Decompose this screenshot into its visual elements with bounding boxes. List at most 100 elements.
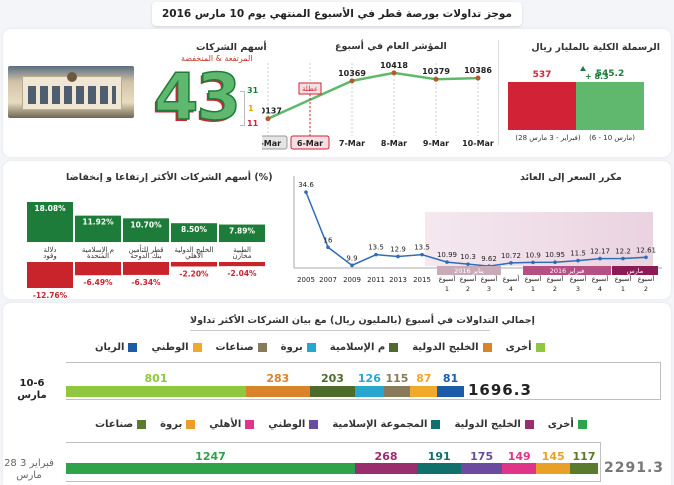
pe-week-number: 2	[466, 285, 470, 293]
index-day-label: 7-Mar	[339, 139, 365, 148]
legend-item: الخليج الدولية	[454, 419, 534, 430]
loser-name: الأهلي	[185, 251, 203, 260]
volume-value: 87	[416, 372, 432, 385]
gainer-name: الخليج الدولية	[175, 246, 214, 254]
legend-label: بروة	[160, 419, 183, 430]
stocks-down: 11	[247, 119, 259, 128]
legend-swatch	[257, 343, 267, 352]
volume-value: 191	[427, 450, 451, 463]
exchange-building-photo	[8, 66, 134, 118]
pe-value-label: 12.9	[390, 245, 406, 253]
pe-x-label: 2007	[319, 276, 337, 284]
loser-bar	[171, 262, 217, 267]
week2-bar	[66, 463, 598, 474]
volume-segment	[417, 463, 462, 474]
legend-swatch	[245, 420, 255, 429]
title-banner: موجز تداولات بورصة قطر في الأسبوع المنته…	[152, 2, 522, 26]
movers-chart: 7.89% الطبية 8.50% الخليج الدولية 10.70% قطر …	[27, 202, 265, 298]
legend-label: صناعات	[95, 419, 134, 430]
week1-legend: أخرى الخليج الدولية م الإسلامية بروة صناعات ا…	[95, 342, 545, 353]
legend-swatch	[535, 343, 545, 352]
loser-bar	[123, 262, 169, 275]
loser-name: وقود	[43, 252, 56, 260]
gainer-bar	[219, 224, 265, 242]
legend-label: بروة	[280, 342, 303, 353]
market-cap-current-bar	[576, 82, 644, 130]
gainer-name: م الإسلامية	[82, 246, 114, 254]
pe-week-label: أسبوع	[592, 274, 609, 283]
pe-value-label: 9.9	[346, 254, 357, 262]
pe-month-label: فبراير 2016	[550, 267, 584, 275]
pe-point	[509, 261, 513, 265]
legend-label: صناعات	[215, 342, 254, 353]
volume-segment	[66, 386, 246, 397]
pe-week-number: 1	[531, 285, 535, 293]
pe-value-label: 11.5	[570, 250, 586, 258]
legend-label: أخرى	[505, 342, 532, 353]
legend-item: الوطني	[151, 342, 202, 353]
volume-value: 126	[357, 372, 381, 385]
pe-x-label: 2015	[413, 276, 431, 284]
legend-item: أخرى	[506, 342, 545, 353]
legend-swatch	[306, 343, 316, 352]
volume-segment	[354, 463, 418, 474]
volume-value: 145	[541, 450, 565, 463]
pe-week-label: أسبوع	[615, 274, 632, 283]
pe-point	[466, 262, 470, 266]
volume-segment	[309, 386, 356, 397]
gainer-value: 10.70%	[130, 220, 162, 229]
volume-segment	[66, 463, 355, 474]
volume-value: 175	[470, 450, 494, 463]
pe-value-label: 12.61	[636, 246, 656, 254]
pe-value-label: 10.99	[437, 251, 457, 259]
pe-chart: 34.6 2005 16 2007 9.9 2009 13.5 2011 12.9 2013 13.…	[293, 176, 662, 293]
volume-value: 283	[266, 372, 290, 385]
index-day-label: 8-Mar	[381, 139, 407, 148]
index-day-label: 3-Mar	[262, 139, 281, 148]
index-day-label: 9-Mar	[423, 139, 449, 148]
stocks-total: 43	[153, 60, 242, 136]
pe-week-number: 2	[553, 285, 557, 293]
pe-week-number: 4	[598, 285, 602, 293]
pe-week-number: 1	[621, 285, 625, 293]
pe-point	[644, 255, 648, 260]
legend-label: الخليج الدولية	[454, 419, 521, 430]
index-point	[349, 78, 355, 84]
pe-week-number: 3	[576, 285, 580, 293]
legend-swatch	[309, 420, 319, 429]
week1-bar-box	[66, 362, 661, 400]
legend-label: أخرى	[547, 419, 574, 430]
volume-value: 801	[144, 372, 168, 385]
week1-bar	[66, 386, 464, 397]
legend-swatch	[577, 420, 587, 429]
gainer-value: 8.50%	[181, 225, 208, 234]
pe-point	[350, 263, 354, 268]
gainer-bar	[123, 218, 169, 242]
pe-x-label: 2009	[343, 276, 361, 284]
loser-value: -2.20%	[179, 269, 209, 278]
pe-x-label: 2011	[367, 276, 385, 284]
loser-value: -6.34%	[131, 278, 161, 287]
gainer-value: 11.92%	[82, 218, 114, 227]
pe-week-label: أسبوع	[439, 274, 456, 283]
volume-segment	[536, 463, 570, 474]
market-cap-title: الرسملة الكلية بالمليار ريال	[531, 42, 660, 53]
loser-bar	[27, 262, 73, 288]
legend-swatch	[137, 420, 147, 429]
legend-label: م الإسلامية	[329, 342, 386, 353]
week1-label: 10-6 مارس	[17, 378, 47, 401]
loser-value: -6.49%	[83, 278, 113, 287]
legend-label: الريان	[95, 342, 125, 353]
pe-value-label: 12.2	[615, 248, 631, 256]
gainer-name: دلالة	[44, 246, 57, 254]
gainer-value: 7.89%	[229, 227, 256, 236]
pe-title: مكرر السعر إلى العائد	[520, 172, 622, 183]
pe-week-number: 4	[509, 285, 513, 293]
gainer-name: قطر للتأمين	[128, 244, 163, 254]
pe-week-label: أسبوع	[503, 274, 520, 283]
pe-week-number: 2	[644, 285, 648, 293]
pe-week-label: أسبوع	[460, 274, 477, 283]
index-title: المؤشر العام في أسبوع	[335, 41, 447, 52]
index-value-label: 10369	[338, 69, 366, 78]
